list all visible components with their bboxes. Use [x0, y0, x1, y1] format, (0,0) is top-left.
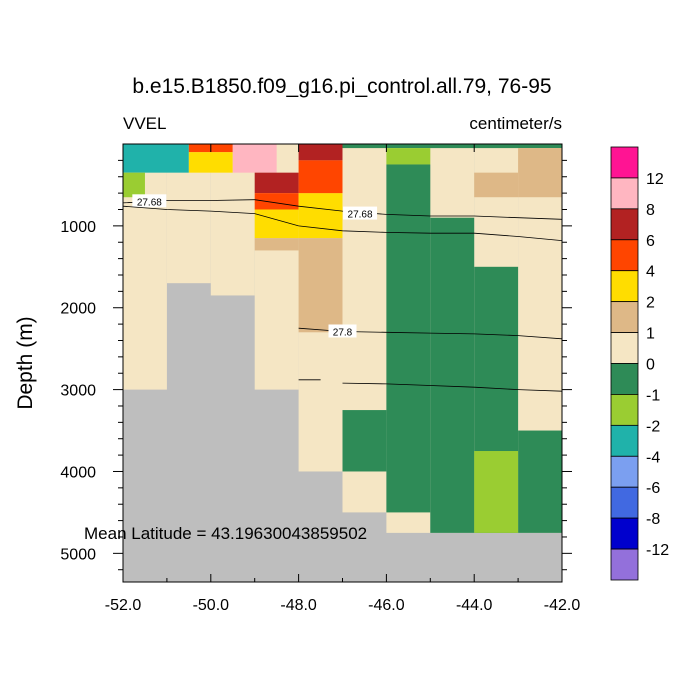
colorbar-label: -2 — [646, 418, 660, 435]
heatmap-cell — [188, 152, 233, 173]
x-tick-label: -50.0 — [193, 597, 230, 614]
colorbar-swatch — [610, 208, 639, 241]
heatmap-cell — [430, 217, 475, 533]
y-tick-label: 1000 — [60, 219, 96, 236]
colorbar-swatch — [610, 424, 639, 457]
heatmap-cell — [254, 193, 299, 210]
heatmap-cell — [298, 238, 343, 333]
heatmap-cell — [342, 410, 387, 472]
colorbar-swatch — [610, 363, 639, 395]
heatmap-cell — [474, 172, 519, 198]
contour-label-box — [328, 324, 357, 338]
y-tick-label: 5000 — [60, 546, 96, 563]
colorbar-swatch — [610, 270, 639, 303]
colorbar-swatch — [610, 486, 639, 519]
x-axis: -52.0 -50.0 -48.0 -46.0 -44.0 -42.0 — [105, 144, 581, 614]
heatmap-cell — [342, 144, 562, 149]
x-tick-label: -46.0 — [368, 597, 405, 614]
contour-line — [342, 382, 563, 392]
x-tick-label: -44.0 — [456, 597, 493, 614]
colorbar-label: -6 — [646, 480, 660, 497]
heatmap-cell — [298, 160, 343, 194]
colorbar-swatch — [610, 517, 639, 550]
heatmap-cell — [518, 148, 562, 198]
colorbar-label: 0 — [646, 357, 655, 374]
y-tick-label: 3000 — [60, 383, 96, 400]
contour-label-box — [343, 206, 378, 220]
colorbar-swatch — [610, 177, 639, 210]
colorbar: 12 8 6 4 2 1 0 -1 -2 -4 -6 -8 -12 — [610, 146, 669, 581]
variable-label: VVEL — [123, 114, 166, 133]
colorbar-label: 6 — [646, 233, 655, 250]
heatmap-cell — [254, 172, 299, 194]
contour-label: 27.68 — [137, 197, 162, 208]
y-tick-label: 2000 — [60, 301, 96, 318]
contour-label-box — [132, 194, 167, 208]
contour-lines: 27.68 27.68 27.8 — [122, 194, 563, 392]
colorbar-label: 1 — [646, 326, 655, 343]
heatmap-cell — [254, 238, 299, 251]
y-axis: 1000 2000 3000 4000 5000 — [60, 159, 572, 571]
y-axis-title: Depth (m) — [14, 316, 37, 409]
contour-line — [122, 205, 563, 241]
colorbar-label: 4 — [646, 264, 655, 281]
colorbar-swatch — [610, 146, 639, 179]
colorbar-label: -1 — [646, 387, 660, 404]
colorbar-swatch — [610, 394, 639, 426]
colorbar-label: -8 — [646, 511, 660, 528]
heatmap-cell — [386, 164, 431, 513]
heatmap-cell — [123, 172, 145, 198]
colorbar-label: 2 — [646, 295, 655, 312]
y-tick-label: 4000 — [60, 464, 96, 481]
colorbar-label: 12 — [646, 171, 664, 188]
x-tick-label: -48.0 — [280, 597, 317, 614]
heatmap-cells — [123, 144, 562, 582]
heatmap-cell — [298, 209, 343, 239]
mean-latitude-annotation: Mean Latitude = 43.19630043859502 — [84, 524, 367, 543]
contour-label: 27.68 — [348, 210, 373, 221]
colorbar-label: 8 — [646, 202, 655, 219]
chart-title: b.e15.B1850.f09_g16.pi_control.all.79, 7… — [132, 75, 551, 98]
colorbar-label: -12 — [646, 542, 669, 559]
heatmap-cell — [298, 144, 343, 161]
heatmap-cell — [123, 144, 189, 173]
colorbar-swatch — [610, 455, 639, 488]
units-label: centimeter/s — [469, 114, 562, 133]
x-tick-label: -42.0 — [544, 597, 581, 614]
heatmap-cell — [232, 144, 277, 173]
heatmap-cell — [474, 451, 519, 533]
heatmap-cell — [386, 148, 431, 165]
colorbar-swatch — [610, 239, 639, 272]
x-tick-label: -52.0 — [105, 597, 142, 614]
colorbar-swatch — [610, 301, 639, 333]
colorbar-label: -4 — [646, 449, 660, 466]
contour-line — [122, 199, 563, 220]
contour-label: 27.8 — [333, 327, 353, 338]
colorbar-swatch — [610, 548, 639, 581]
colorbar-swatch — [610, 332, 639, 364]
heatmap-cell — [518, 430, 562, 533]
heatmap-cell — [298, 193, 343, 210]
